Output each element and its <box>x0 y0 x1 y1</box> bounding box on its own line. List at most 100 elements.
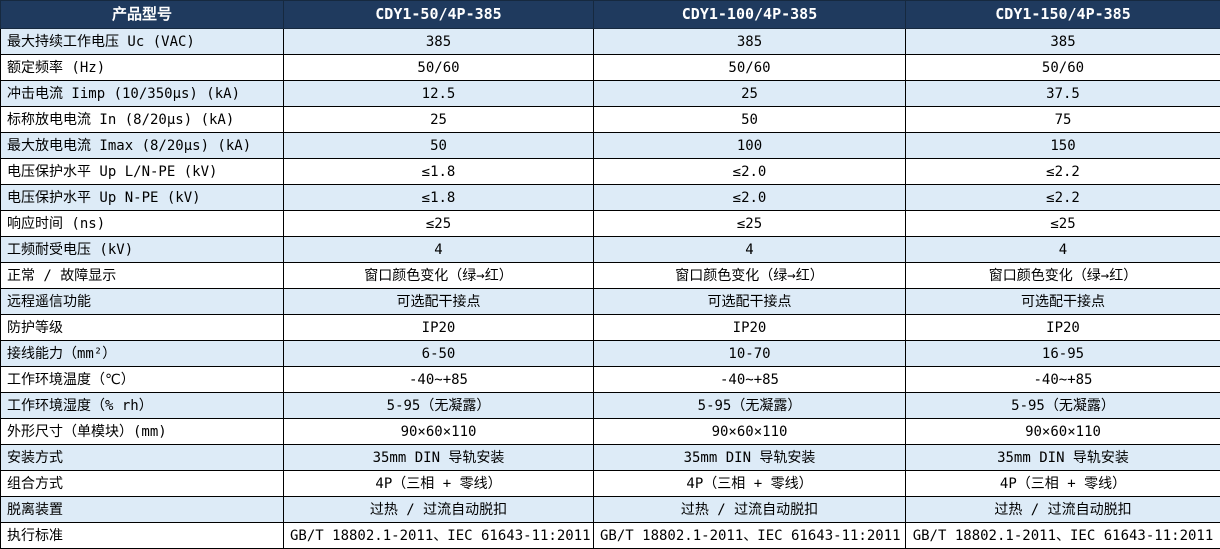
row-label-cell: 工作环境温度（℃） <box>0 366 284 393</box>
value-cell: 75 <box>905 106 1220 133</box>
row-label-cell: 远程遥信功能 <box>0 288 284 315</box>
value-cell: ≤25 <box>593 210 906 237</box>
value-cell: 25 <box>283 106 594 133</box>
header-cell-model-1: CDY1-50/4P-385 <box>283 0 594 29</box>
table-row: 响应时间 (ns) ≤25 ≤25 ≤25 <box>0 210 1220 237</box>
value-cell: 5-95（无凝露） <box>593 392 906 419</box>
value-cell: 4P（三相 + 零线） <box>593 470 906 497</box>
spec-table-header: 产品型号 CDY1-50/4P-385 CDY1-100/4P-385 CDY1… <box>0 0 1220 29</box>
value-cell: ≤25 <box>905 210 1220 237</box>
value-cell: 50/60 <box>905 54 1220 81</box>
value-cell: 10-70 <box>593 340 906 367</box>
row-label-cell: 执行标准 <box>0 522 284 549</box>
table-row: 电压保护水平 Up N-PE (kV) ≤1.8 ≤2.0 ≤2.2 <box>0 184 1220 211</box>
table-row: 安装方式 35mm DIN 导轨安装 35mm DIN 导轨安装 35mm DIN 导… <box>0 444 1220 471</box>
row-label-cell: 接线能力（mm²） <box>0 340 284 367</box>
value-cell: 4 <box>283 236 594 263</box>
value-cell: 4P（三相 + 零线） <box>283 470 594 497</box>
table-row: 最大放电电流 Imax (8/20μs) (kA) 50 100 150 <box>0 132 1220 159</box>
value-cell: 385 <box>593 28 906 55</box>
value-cell: 50/60 <box>593 54 906 81</box>
table-row: 电压保护水平 Up L/N-PE (kV) ≤1.8 ≤2.0 ≤2.2 <box>0 158 1220 185</box>
value-cell: 窗口颜色变化（绿→红） <box>905 262 1220 289</box>
value-cell: 过热 / 过流自动脱扣 <box>593 496 906 523</box>
value-cell: 35mm DIN 导轨安装 <box>283 444 594 471</box>
value-cell: 25 <box>593 80 906 107</box>
row-label-cell: 响应时间 (ns) <box>0 210 284 237</box>
value-cell: 6-50 <box>283 340 594 367</box>
header-cell-model-3: CDY1-150/4P-385 <box>905 0 1220 29</box>
value-cell: ≤25 <box>283 210 594 237</box>
row-label-cell: 防护等级 <box>0 314 284 341</box>
row-label-cell: 标称放电电流 In (8/20μs) (kA) <box>0 106 284 133</box>
row-label-cell: 脱离装置 <box>0 496 284 523</box>
table-row: 组合方式 4P（三相 + 零线） 4P（三相 + 零线） 4P（三相 + 零线） <box>0 470 1220 497</box>
value-cell: 5-95（无凝露） <box>283 392 594 419</box>
value-cell: 可选配干接点 <box>283 288 594 315</box>
row-label-cell: 组合方式 <box>0 470 284 497</box>
value-cell: 385 <box>283 28 594 55</box>
value-cell: 90×60×110 <box>905 418 1220 445</box>
row-label-cell: 安装方式 <box>0 444 284 471</box>
value-cell: GB/T 18802.1-2011、IEC 61643-11:2011 <box>283 522 594 549</box>
row-label-cell: 最大持续工作电压 Uc (VAC) <box>0 28 284 55</box>
value-cell: 可选配干接点 <box>905 288 1220 315</box>
table-row: 防护等级 IP20 IP20 IP20 <box>0 314 1220 341</box>
table-row: 远程遥信功能 可选配干接点 可选配干接点 可选配干接点 <box>0 288 1220 315</box>
value-cell: 可选配干接点 <box>593 288 906 315</box>
row-label-cell: 工频耐受电压 (kV) <box>0 236 284 263</box>
row-label-cell: 工作环境湿度（% rh） <box>0 392 284 419</box>
value-cell: 50/60 <box>283 54 594 81</box>
value-cell: ≤2.0 <box>593 184 906 211</box>
table-row: 接线能力（mm²） 6-50 10-70 16-95 <box>0 340 1220 367</box>
row-label-cell: 电压保护水平 Up N-PE (kV) <box>0 184 284 211</box>
value-cell: 4 <box>905 236 1220 263</box>
value-cell: ≤1.8 <box>283 158 594 185</box>
value-cell: 385 <box>905 28 1220 55</box>
value-cell: 过热 / 过流自动脱扣 <box>283 496 594 523</box>
row-label-cell: 最大放电电流 Imax (8/20μs) (kA) <box>0 132 284 159</box>
value-cell: 50 <box>283 132 594 159</box>
value-cell: ≤2.2 <box>905 184 1220 211</box>
value-cell: -40~+85 <box>283 366 594 393</box>
table-row: 外形尺寸（单模块）(mm) 90×60×110 90×60×110 90×60×110 <box>0 418 1220 445</box>
value-cell: 过热 / 过流自动脱扣 <box>905 496 1220 523</box>
value-cell: 4 <box>593 236 906 263</box>
row-label-cell: 外形尺寸（单模块）(mm) <box>0 418 284 445</box>
table-row: 正常 / 故障显示 窗口颜色变化（绿→红） 窗口颜色变化（绿→红） 窗口颜色变化（绿→… <box>0 262 1220 289</box>
value-cell: -40~+85 <box>593 366 906 393</box>
value-cell: 90×60×110 <box>593 418 906 445</box>
row-label-cell: 冲击电流 Iimp (10/350μs) (kA) <box>0 80 284 107</box>
row-label-cell: 电压保护水平 Up L/N-PE (kV) <box>0 158 284 185</box>
table-row: 额定频率 (Hz) 50/60 50/60 50/60 <box>0 54 1220 81</box>
value-cell: IP20 <box>283 314 594 341</box>
value-cell: 窗口颜色变化（绿→红） <box>593 262 906 289</box>
table-row: 工作环境湿度（% rh） 5-95（无凝露） 5-95（无凝露） 5-95（无凝露） <box>0 392 1220 419</box>
value-cell: GB/T 18802.1-2011、IEC 61643-11:2011 <box>593 522 906 549</box>
row-label-cell: 正常 / 故障显示 <box>0 262 284 289</box>
value-cell: 35mm DIN 导轨安装 <box>593 444 906 471</box>
value-cell: 16-95 <box>905 340 1220 367</box>
table-row: 最大持续工作电压 Uc (VAC) 385 385 385 <box>0 28 1220 55</box>
value-cell: GB/T 18802.1-2011、IEC 61643-11:2011 <box>905 522 1220 549</box>
table-row: 脱离装置 过热 / 过流自动脱扣 过热 / 过流自动脱扣 过热 / 过流自动脱扣 <box>0 496 1220 523</box>
value-cell: 5-95（无凝露） <box>905 392 1220 419</box>
header-cell-product-model: 产品型号 <box>0 0 284 29</box>
value-cell: IP20 <box>905 314 1220 341</box>
value-cell: 150 <box>905 132 1220 159</box>
value-cell: 90×60×110 <box>283 418 594 445</box>
header-row: 产品型号 CDY1-50/4P-385 CDY1-100/4P-385 CDY1… <box>0 0 1220 29</box>
value-cell: ≤2.0 <box>593 158 906 185</box>
table-row: 标称放电电流 In (8/20μs) (kA) 25 50 75 <box>0 106 1220 133</box>
value-cell: 4P（三相 + 零线） <box>905 470 1220 497</box>
value-cell: ≤2.2 <box>905 158 1220 185</box>
value-cell: -40~+85 <box>905 366 1220 393</box>
value-cell: 37.5 <box>905 80 1220 107</box>
value-cell: ≤1.8 <box>283 184 594 211</box>
table-row: 执行标准 GB/T 18802.1-2011、IEC 61643-11:2011 G… <box>0 522 1220 549</box>
value-cell: 35mm DIN 导轨安装 <box>905 444 1220 471</box>
header-cell-model-2: CDY1-100/4P-385 <box>593 0 906 29</box>
value-cell: IP20 <box>593 314 906 341</box>
table-row: 工频耐受电压 (kV) 4 4 4 <box>0 236 1220 263</box>
